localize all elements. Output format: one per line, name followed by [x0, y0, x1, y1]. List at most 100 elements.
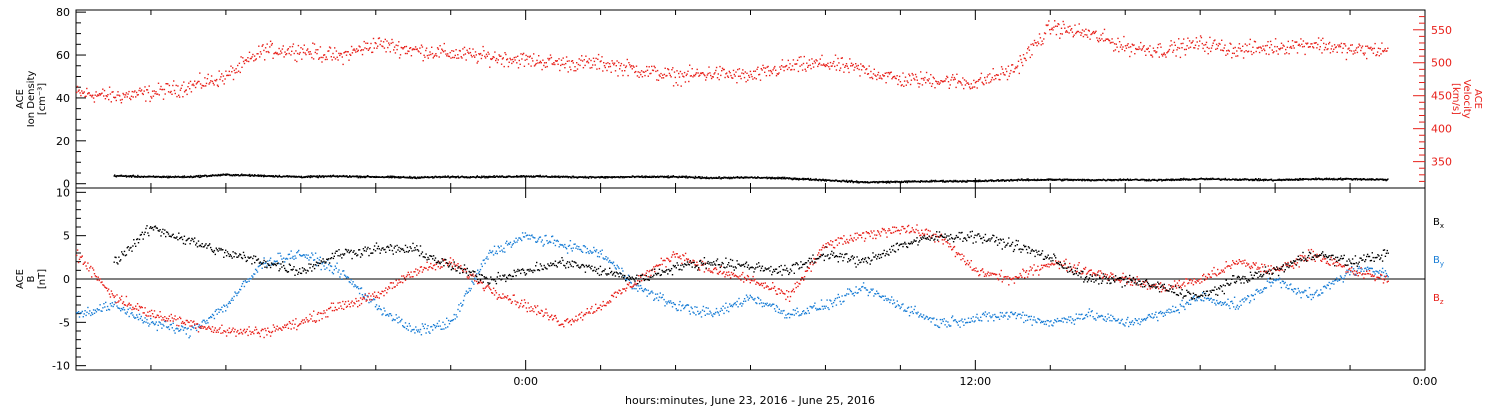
by-series-point — [609, 259, 611, 262]
velocity-series-point — [398, 41, 400, 43]
velocity-series-point — [797, 70, 800, 73]
velocity-series-point — [379, 43, 381, 46]
velocity-series-point — [939, 82, 941, 84]
velocity-series-point — [687, 70, 689, 72]
velocity-series-point — [661, 77, 663, 79]
velocity-series-point — [1332, 50, 1334, 53]
by-series-point — [357, 286, 359, 288]
by-series-point — [88, 312, 90, 315]
velocity-series-point — [597, 58, 599, 60]
by-series-point — [848, 288, 851, 290]
velocity-series-point — [191, 84, 193, 86]
velocity-series-point — [517, 67, 520, 69]
velocity-series-point — [878, 77, 881, 79]
by-series-point — [959, 326, 961, 328]
velocity-series-point — [1298, 43, 1300, 46]
velocity-series-point — [842, 63, 844, 66]
velocity-series-point — [563, 63, 565, 66]
by-series-point — [245, 281, 247, 283]
density-series-point — [1297, 179, 1299, 181]
by-series-point — [350, 279, 352, 281]
velocity-series-point — [462, 48, 464, 50]
velocity-series-point — [785, 64, 788, 67]
velocity-series-point — [1171, 44, 1173, 46]
density-series-point — [843, 179, 845, 182]
density-series-point — [399, 176, 401, 178]
density-series-point — [1351, 178, 1353, 180]
by-series-point — [279, 252, 281, 254]
by-series-point — [475, 278, 477, 280]
by-series-point — [108, 309, 111, 311]
velocity-series-point — [113, 97, 116, 99]
velocity-series-point — [943, 80, 945, 82]
by-series-point — [380, 308, 382, 311]
by-series-point — [106, 309, 108, 311]
velocity-series-point — [1278, 48, 1280, 50]
by-series-point — [693, 312, 695, 314]
legend-bx: Bx — [1433, 217, 1444, 230]
by-series-point — [669, 302, 671, 304]
by-series-point — [727, 306, 729, 308]
density-series-point — [390, 175, 392, 177]
by-series-point — [253, 273, 255, 275]
velocity-series-point — [718, 78, 720, 81]
by-series-point — [242, 280, 245, 283]
velocity-series-point — [175, 84, 177, 87]
velocity-series-point — [511, 58, 514, 61]
density-series-point — [161, 176, 163, 179]
by-series-point — [918, 316, 920, 318]
velocity-series-point — [1017, 60, 1020, 62]
by-series-point — [923, 318, 926, 320]
velocity-series-point — [124, 94, 127, 96]
velocity-series-point — [1138, 46, 1140, 48]
velocity-series-point — [1118, 50, 1120, 53]
by-series-point — [928, 317, 930, 320]
by-series-point — [418, 331, 421, 333]
velocity-series-point — [457, 57, 460, 59]
velocity-series-point — [345, 50, 347, 53]
by-series-point — [917, 311, 919, 313]
by-series-point — [213, 317, 216, 320]
velocity-series-point — [945, 78, 947, 80]
density-series-point — [1243, 179, 1245, 181]
velocity-series-point — [1310, 43, 1312, 45]
velocity-series-point — [929, 82, 931, 84]
velocity-series-point — [433, 55, 435, 58]
by-series-point — [944, 324, 946, 326]
density-series-point — [825, 180, 827, 182]
velocity-series-point — [1121, 48, 1123, 50]
velocity-series-point — [203, 85, 205, 87]
velocity-series-point — [1028, 49, 1031, 51]
velocity-series-point — [572, 62, 574, 64]
velocity-series-point — [789, 63, 791, 65]
velocity-series-point — [539, 60, 542, 63]
velocity-series-point — [484, 57, 487, 59]
velocity-series-point — [284, 51, 286, 53]
velocity-series-point — [763, 67, 765, 69]
by-series-point — [137, 318, 140, 321]
velocity-series-point — [1064, 27, 1066, 29]
velocity-series-point — [1068, 32, 1070, 34]
velocity-series-point — [651, 65, 653, 68]
velocity-series-point — [296, 60, 298, 63]
velocity-series-point — [513, 56, 515, 59]
velocity-series-point — [858, 68, 860, 71]
velocity-series-point — [479, 52, 482, 55]
velocity-series — [76, 20, 1389, 104]
by-series-point — [935, 324, 937, 326]
by-series-point — [843, 300, 845, 302]
density-series-point — [276, 175, 278, 177]
velocity-series-point — [288, 52, 290, 55]
velocity-series-point — [1254, 41, 1257, 43]
density-series-point — [645, 175, 647, 177]
by-series-point — [201, 321, 203, 323]
by-series-point — [552, 242, 555, 244]
velocity-series-point — [764, 67, 767, 69]
velocity-series-point — [965, 80, 967, 82]
by-series-point — [492, 254, 495, 256]
by-series-point — [639, 288, 641, 290]
by-series-point — [749, 294, 751, 297]
velocity-series-point — [529, 55, 531, 57]
density-series-point — [770, 176, 772, 179]
by-series-point — [174, 332, 176, 334]
